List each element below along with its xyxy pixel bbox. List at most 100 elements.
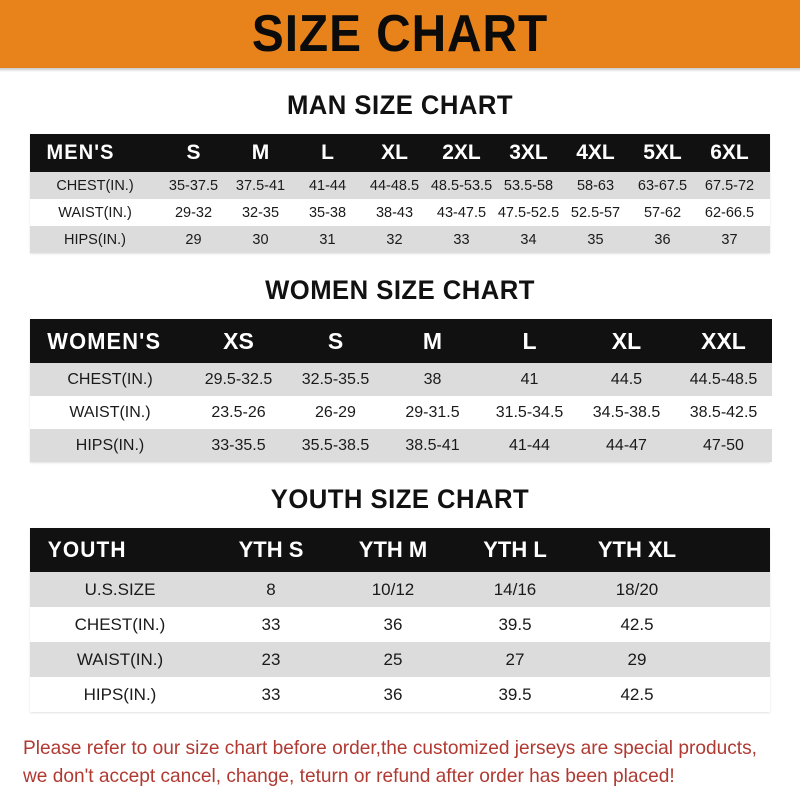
youth-row-label-3: HIPS(IN.) bbox=[83, 684, 157, 704]
man-row-spacer-0 bbox=[763, 172, 770, 199]
youth-row-label-1: CHEST(IN.) bbox=[74, 614, 166, 634]
table-row: WAIST(IN.) 29-32 32-35 35-38 38-43 43-47.5 47.… bbox=[30, 199, 770, 226]
man-cell-2-8: 37 bbox=[721, 231, 738, 248]
man-cell-0-0: 35-37.5 bbox=[168, 177, 219, 194]
women-cell-1-3: 31.5-34.5 bbox=[495, 403, 564, 421]
table-row: HIPS(IN.) 29 30 31 32 33 34 35 36 37 bbox=[30, 226, 770, 253]
man-header-label: MEN'S bbox=[46, 141, 115, 164]
youth-cell-0-2: 14/16 bbox=[493, 579, 537, 599]
man-cell-0-7: 63-67.5 bbox=[637, 177, 688, 194]
man-cell-2-0: 29 bbox=[185, 231, 202, 248]
man-cell-1-5: 47.5-52.5 bbox=[497, 204, 560, 221]
women-cell-0-0: 29.5-32.5 bbox=[204, 370, 273, 388]
women-cell-1-1: 26-29 bbox=[315, 403, 356, 421]
women-cell-0-5: 44.5-48.5 bbox=[689, 370, 758, 388]
man-cell-2-1: 30 bbox=[252, 231, 269, 248]
order-policy-disclaimer: Please refer to our size chart before or… bbox=[23, 734, 762, 791]
man-size-table: MEN'S S M L XL 2XL 3XL 4XL 5XL 6XL CHEST(IN.) 35-3… bbox=[30, 134, 770, 253]
women-cell-2-3: 41-44 bbox=[509, 436, 550, 454]
women-cell-2-4: 44-47 bbox=[606, 436, 647, 454]
women-table-header-row: WOMEN'S XS S M L XL XXL bbox=[30, 319, 772, 363]
women-size-table: WOMEN'S XS S M L XL XXL CHEST(IN.) 29.5-32.5 32.… bbox=[30, 319, 772, 462]
youth-cell-2-1: 25 bbox=[383, 649, 403, 669]
women-cell-1-5: 38.5-42.5 bbox=[689, 403, 758, 421]
women-cell-0-1: 32.5-35.5 bbox=[301, 370, 370, 388]
youth-table-header-row: YOUTH YTH S YTH M YTH L YTH XL bbox=[30, 528, 770, 572]
man-cell-0-1: 37.5-41 bbox=[235, 177, 286, 194]
women-cell-0-4: 44.5 bbox=[610, 370, 643, 388]
table-row: WAIST(IN.) 23 25 27 29 bbox=[30, 642, 770, 677]
man-cell-0-2: 41-44 bbox=[308, 177, 347, 194]
man-size-header-5: 3XL bbox=[509, 141, 548, 164]
man-size-header-6: 4XL bbox=[576, 141, 615, 164]
youth-row-spacer-3 bbox=[698, 677, 770, 712]
women-size-header-4: XL bbox=[611, 327, 642, 354]
man-size-header-0: S bbox=[186, 141, 201, 164]
youth-size-header-1: YTH M bbox=[358, 537, 428, 562]
youth-cell-1-0: 33 bbox=[261, 614, 281, 634]
man-cell-0-8: 67.5-72 bbox=[704, 177, 755, 194]
women-cell-0-2: 38 bbox=[423, 370, 442, 388]
women-header-label: WOMEN'S bbox=[47, 327, 162, 354]
table-row: CHEST(IN.) 29.5-32.5 32.5-35.5 38 41 44.5 44.5… bbox=[30, 363, 772, 396]
man-cell-1-3: 38-43 bbox=[375, 204, 414, 221]
man-cell-1-6: 52.5-57 bbox=[570, 204, 621, 221]
youth-size-table-container: YOUTH YTH S YTH M YTH L YTH XL U.S.SIZE 8 10/1… bbox=[30, 528, 770, 712]
youth-cell-0-1: 10/12 bbox=[371, 579, 415, 599]
youth-size-header-3: YTH XL bbox=[597, 537, 677, 562]
man-row-label-1: WAIST(IN.) bbox=[58, 204, 132, 221]
man-size-header-4: 2XL bbox=[442, 141, 481, 164]
youth-row-spacer-1 bbox=[698, 607, 770, 642]
man-table-header-row: MEN'S S M L XL 2XL 3XL 4XL 5XL 6XL bbox=[30, 134, 770, 172]
table-row: HIPS(IN.) 33-35.5 35.5-38.5 38.5-41 41-44 44-… bbox=[30, 429, 772, 462]
women-cell-2-5: 47-50 bbox=[703, 436, 744, 454]
man-cell-2-7: 36 bbox=[654, 231, 671, 248]
women-size-header-1: S bbox=[327, 327, 344, 354]
table-row: WAIST(IN.) 23.5-26 26-29 29-31.5 31.5-34.5 34… bbox=[30, 396, 772, 429]
table-row: HIPS(IN.) 33 36 39.5 42.5 bbox=[30, 677, 770, 712]
youth-cell-1-3: 42.5 bbox=[620, 614, 654, 634]
man-cell-0-4: 48.5-53.5 bbox=[430, 177, 493, 194]
women-size-header-5: XXL bbox=[701, 327, 746, 354]
women-size-header-3: L bbox=[522, 327, 537, 354]
youth-cell-0-0: 8 bbox=[266, 579, 276, 599]
youth-size-header-2: YTH L bbox=[483, 537, 547, 562]
disclaimer-line-2: we don't accept cancel, change, teturn o… bbox=[23, 765, 675, 788]
women-size-table-container: WOMEN'S XS S M L XL XXL CHEST(IN.) 29.5-32.5 32.… bbox=[30, 319, 772, 462]
man-row-label-0: CHEST(IN.) bbox=[56, 177, 134, 194]
man-cell-0-6: 58-63 bbox=[576, 177, 615, 194]
banner-shadow-divider bbox=[0, 68, 800, 72]
man-row-label-2: HIPS(IN.) bbox=[63, 231, 127, 248]
youth-cell-2-0: 23 bbox=[261, 649, 281, 669]
women-cell-1-4: 34.5-38.5 bbox=[592, 403, 661, 421]
table-row: U.S.SIZE 8 10/12 14/16 18/20 bbox=[30, 572, 770, 607]
man-size-header-8: 6XL bbox=[710, 141, 749, 164]
youth-row-label-0: U.S.SIZE bbox=[84, 579, 156, 599]
youth-cell-2-3: 29 bbox=[627, 649, 647, 669]
youth-row-spacer-0 bbox=[698, 572, 770, 607]
man-cell-1-8: 62-66.5 bbox=[704, 204, 755, 221]
disclaimer-line-1: Please refer to our size chart before or… bbox=[23, 737, 757, 759]
man-cell-1-1: 32-35 bbox=[241, 204, 280, 221]
man-cell-0-5: 53.5-58 bbox=[503, 177, 554, 194]
man-row-spacer-1 bbox=[763, 199, 770, 226]
man-section-title: MAN SIZE CHART bbox=[286, 90, 514, 120]
women-row-label-2: HIPS(IN.) bbox=[75, 436, 145, 454]
youth-row-label-2: WAIST(IN.) bbox=[76, 649, 164, 669]
man-cell-1-7: 57-62 bbox=[643, 204, 682, 221]
youth-cell-3-0: 33 bbox=[261, 684, 281, 704]
man-size-table-container: MEN'S S M L XL 2XL 3XL 4XL 5XL 6XL CHEST(IN.) 35-3… bbox=[30, 134, 770, 253]
youth-size-table: YOUTH YTH S YTH M YTH L YTH XL U.S.SIZE 8 10/1… bbox=[30, 528, 770, 712]
youth-section-title: YOUTH SIZE CHART bbox=[270, 484, 530, 514]
man-cell-0-3: 44-48.5 bbox=[369, 177, 420, 194]
man-header-spacer bbox=[763, 134, 770, 172]
youth-header-label: YOUTH bbox=[47, 537, 127, 562]
women-cell-2-1: 35.5-38.5 bbox=[301, 436, 370, 454]
women-cell-1-2: 29-31.5 bbox=[405, 403, 460, 421]
table-row: CHEST(IN.) 35-37.5 37.5-41 41-44 44-48.5 48.5… bbox=[30, 172, 770, 199]
man-cell-2-5: 34 bbox=[520, 231, 537, 248]
youth-cell-1-2: 39.5 bbox=[498, 614, 532, 634]
women-row-label-1: WAIST(IN.) bbox=[69, 403, 151, 421]
women-size-header-0: XS bbox=[223, 327, 254, 354]
women-row-label-0: CHEST(IN.) bbox=[67, 370, 153, 388]
